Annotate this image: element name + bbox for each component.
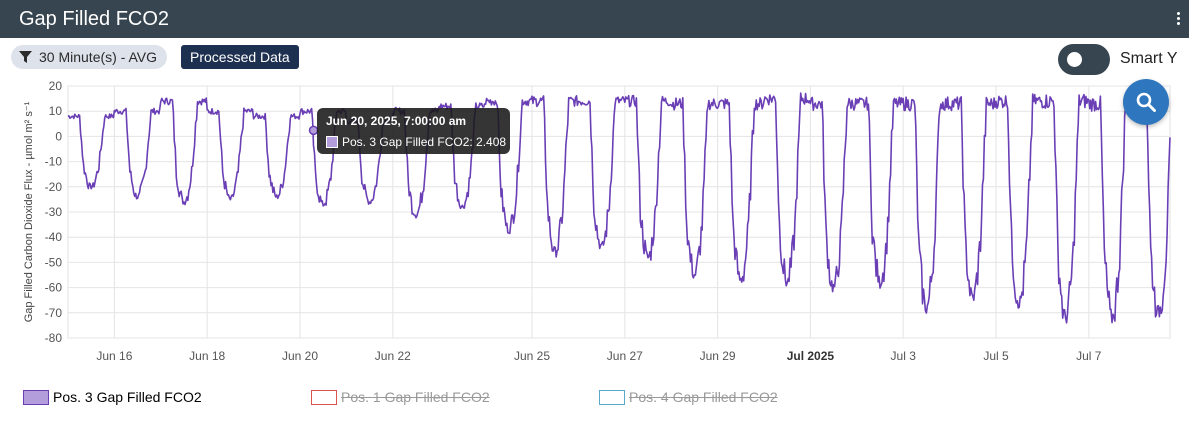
x-tick-label: Jul 3 xyxy=(891,349,917,363)
series-line-pos3 xyxy=(67,92,1171,324)
legend-label-pos4: Pos. 4 Gap Filled FCO2 xyxy=(629,389,778,405)
x-tick-label: Jun 18 xyxy=(189,349,225,363)
y-tick-label: -50 xyxy=(45,255,63,269)
y-tick-label: 0 xyxy=(55,129,62,143)
processed-data-label: Processed Data xyxy=(190,49,290,65)
interval-filter-label: 30 Minute(s) - AVG xyxy=(39,49,158,65)
more-options-icon[interactable] xyxy=(1177,12,1181,25)
tooltip-swatch xyxy=(326,136,338,148)
legend-swatch-pos3 xyxy=(23,389,49,405)
toggle-knob xyxy=(1067,52,1082,67)
y-tick-label: -60 xyxy=(45,281,63,295)
tooltip-row: Pos. 3 Gap Filled FCO2: 2.408 xyxy=(326,135,506,149)
x-tick-label: Jul 2025 xyxy=(787,349,835,363)
legend-swatch-pos4 xyxy=(599,389,625,405)
y-tick-label: -70 xyxy=(45,306,63,320)
legend-swatch-pos1 xyxy=(311,389,337,405)
smart-y-toggle[interactable] xyxy=(1058,44,1110,75)
y-tick-label: -10 xyxy=(45,155,63,169)
x-tick-label: Jul 5 xyxy=(983,349,1009,363)
processed-data-chip[interactable]: Processed Data xyxy=(181,45,299,69)
x-tick-label: Jun 20 xyxy=(282,349,318,363)
legend-label-pos1: Pos. 1 Gap Filled FCO2 xyxy=(341,389,490,405)
x-axis-ticks: Jun 16 Jun 18 Jun 20 Jun 22 Jun 25 Jun 27 Jun … xyxy=(96,349,1101,363)
legend-label-pos3: Pos. 3 Gap Filled FCO2 xyxy=(53,389,202,405)
filter-icon xyxy=(19,50,32,63)
y-tick-label: -80 xyxy=(45,331,63,345)
zoom-button[interactable] xyxy=(1123,79,1169,125)
tooltip-text: Pos. 3 Gap Filled FCO2: 2.408 xyxy=(342,135,507,149)
y-tick-label: 20 xyxy=(49,79,63,93)
panel-title: Gap Filled FCO2 xyxy=(19,8,170,30)
y-tick-label: -40 xyxy=(45,230,63,244)
x-tick-label: Jun 25 xyxy=(514,349,550,363)
search-icon xyxy=(1136,92,1156,112)
y-axis-ticks: 20 10 0 -10 -20 -30 -40 -50 -60 -70 -80 xyxy=(45,79,63,345)
smart-y-label: Smart Y xyxy=(1120,50,1178,67)
legend-item-pos1[interactable]: Pos. 1 Gap Filled FCO2 xyxy=(311,387,490,407)
chart-tooltip: Jun 20, 2025, 7:00:00 am Pos. 3 Gap Fill… xyxy=(317,108,510,154)
chart-grid xyxy=(67,85,1171,339)
x-tick-label: Jul 7 xyxy=(1076,349,1102,363)
x-tick-label: Jun 16 xyxy=(96,349,132,363)
y-axis-label: Gap Filled Carbon Dioxide Flux - µmol m²… xyxy=(23,101,35,322)
x-tick-label: Jun 29 xyxy=(700,349,736,363)
y-tick-label: 10 xyxy=(49,104,63,118)
interval-filter-chip[interactable]: 30 Minute(s) - AVG xyxy=(11,45,168,69)
x-tick-label: Jun 22 xyxy=(375,349,411,363)
x-tick-label: Jun 27 xyxy=(607,349,643,363)
legend-item-pos4[interactable]: Pos. 4 Gap Filled FCO2 xyxy=(599,387,778,407)
panel-header: Gap Filled FCO2 xyxy=(0,0,1189,38)
legend-item-pos3[interactable]: Pos. 3 Gap Filled FCO2 xyxy=(23,387,202,407)
y-tick-label: -30 xyxy=(45,205,63,219)
tooltip-title: Jun 20, 2025, 7:00:00 am xyxy=(326,114,467,128)
y-tick-label: -20 xyxy=(45,180,63,194)
